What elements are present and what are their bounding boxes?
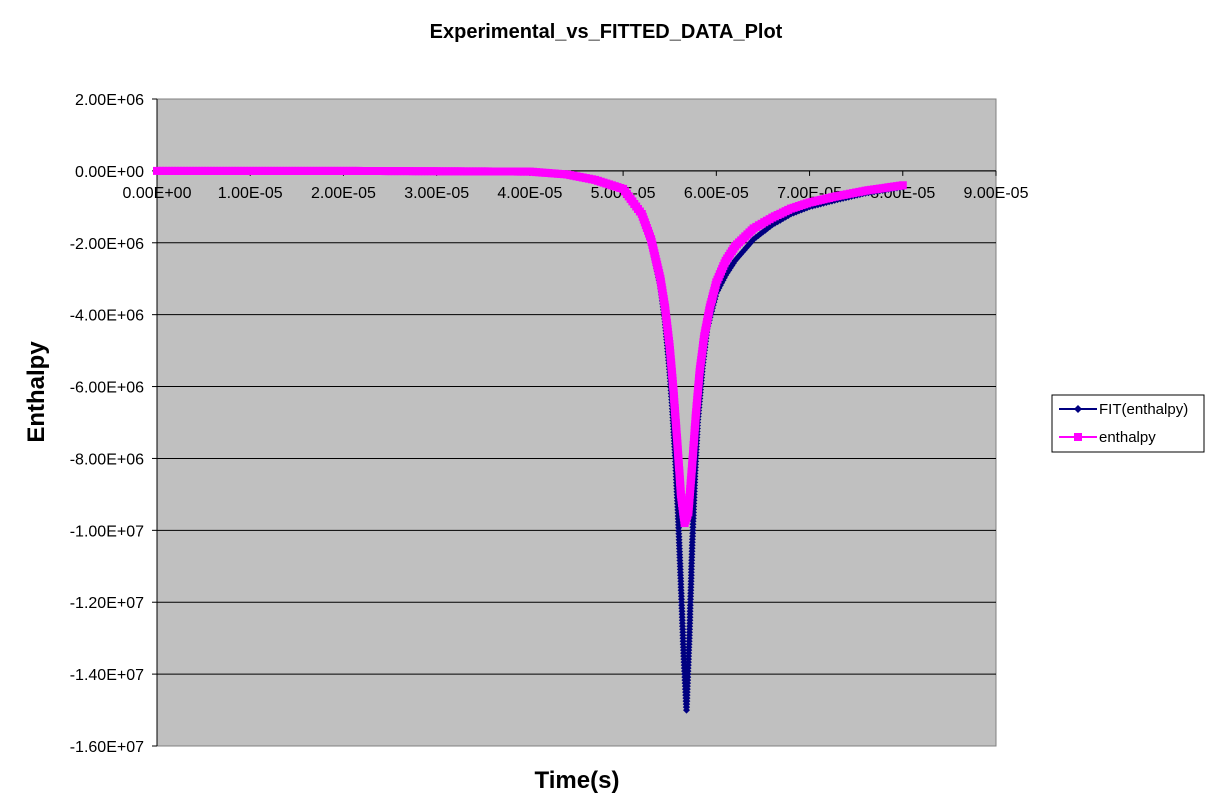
- chart-title: Experimental_vs_FITTED_DATA_Plot: [430, 21, 783, 43]
- y-tick-label: -1.20E+07: [70, 595, 144, 612]
- legend-entry-fit: FIT(enthalpy): [1059, 401, 1188, 418]
- y-axis-label: Enthalpy: [23, 341, 50, 443]
- series-1: [153, 166, 907, 528]
- x-tick-label: 2.00E-05: [311, 185, 376, 202]
- x-axis-label: Time(s): [535, 767, 620, 794]
- y-tick-label: -1.60E+07: [70, 739, 144, 756]
- x-tick-label: 4.00E-05: [497, 185, 562, 202]
- data-point: [898, 181, 907, 190]
- y-tick-label: -6.00E+06: [70, 380, 144, 397]
- series-markers: [153, 166, 907, 528]
- legend: FIT(enthalpy) enthalpy: [1051, 394, 1205, 453]
- legend-entry-enthalpy: enthalpy: [1059, 429, 1156, 446]
- y-tick-label: 0.00E+00: [75, 164, 144, 181]
- series-layer: [153, 166, 907, 714]
- y-tick-label: 2.00E+06: [75, 92, 144, 109]
- y-tick-label: -4.00E+06: [70, 308, 144, 325]
- y-axis: 2.00E+06 0.00E+00 -2.00E+06 -4.00E+06 -6.00E…: [70, 92, 158, 756]
- legend-label-fit: FIT(enthalpy): [1099, 401, 1188, 418]
- plot-area: [156, 98, 997, 747]
- y-tick-label: -1.40E+07: [70, 667, 144, 684]
- x-tick-label: 6.00E-05: [684, 185, 749, 202]
- legend-marker-square: [1074, 433, 1082, 441]
- y-tick-label: -2.00E+06: [70, 236, 144, 253]
- x-tick-label: 1.00E-05: [218, 185, 283, 202]
- y-tick-label: -1.00E+07: [70, 523, 144, 540]
- x-tick-label: 3.00E-05: [404, 185, 469, 202]
- y-tick-label: -8.00E+06: [70, 451, 144, 468]
- legend-label-enthalpy: enthalpy: [1099, 429, 1156, 446]
- x-tick-label: 9.00E-05: [964, 185, 1029, 202]
- legend-box: [1051, 394, 1205, 453]
- legend-marker-diamond: [1074, 405, 1082, 413]
